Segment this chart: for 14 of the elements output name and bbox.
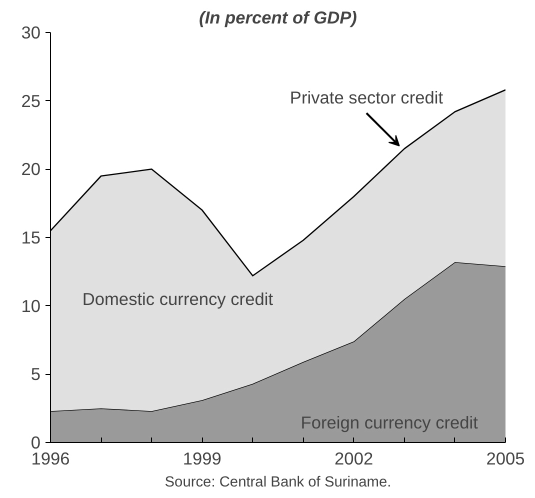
y-tick-label: 20 [21,159,41,180]
x-tick-label: 1999 [182,448,222,468]
chart-title: (In percent of GDP) [199,8,358,28]
annotation: Private sector credit [290,88,444,108]
x-tick-label: 2002 [334,448,374,468]
x-tick-label: 2005 [486,448,525,468]
series-label: Domestic currency credit [82,289,274,310]
y-tick-label: 15 [21,228,41,248]
y-tick-label: 5 [30,364,41,384]
series-label: Foreign currency credit [300,412,478,432]
y-tick-label: 10 [21,296,41,316]
y-tick-label: 25 [21,90,41,111]
source-note: Source: Central Bank of Suriname. [164,474,392,490]
y-tick-label: 30 [21,22,41,42]
